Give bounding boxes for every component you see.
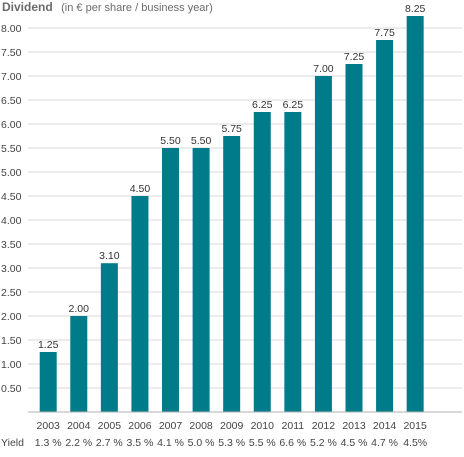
y-tick-label: 3.00 (1, 263, 22, 275)
x-tick-label: 2013 (342, 420, 366, 432)
yield-value: 1.3 % (35, 437, 62, 449)
y-tick-label: 6.50 (1, 95, 22, 107)
value-labels: 1.25 2.00 3.10 4.50 5.50 5.50 5.75 6.25 6.25 7.00… (38, 3, 426, 351)
yield-value: 3.5 % (127, 437, 154, 449)
bar-value-label: 1.25 (38, 339, 59, 351)
x-tick-label: 2011 (282, 420, 305, 432)
yield-value: 4.5 % (341, 437, 368, 449)
yield-value: 4.7 % (371, 437, 398, 449)
bar-value-label: 7.25 (344, 51, 365, 63)
bar-value-label: 5.50 (191, 135, 212, 147)
y-tick-label: 4.50 (1, 191, 22, 203)
bar (39, 352, 57, 412)
yield-value: 6.6 % (279, 437, 306, 449)
bar-value-label: 5.50 (160, 135, 181, 147)
chart-title: Dividend (in € per share / business year… (2, 0, 213, 15)
x-tick-label: 2009 (220, 420, 244, 432)
yield-value: 5.5 % (249, 437, 276, 449)
bar (253, 112, 271, 412)
bar (100, 263, 118, 412)
yield-value: 4.1 % (157, 437, 184, 449)
y-tick-label: 1.00 (1, 359, 22, 371)
bar-value-label: 7.75 (374, 27, 395, 39)
bar (406, 16, 424, 412)
x-tick-label: 2004 (67, 420, 91, 432)
chart-subtitle: (in € per share / business year) (61, 2, 213, 14)
x-tick-label: 2005 (98, 420, 122, 432)
x-tick-label: 2010 (251, 420, 275, 432)
yield-row-label: Yield (1, 437, 24, 449)
bar (376, 40, 394, 412)
y-tick-label: 5.50 (1, 143, 22, 155)
y-tick-label: 4.00 (1, 215, 22, 227)
bar (131, 196, 149, 412)
y-tick-label: 2.50 (1, 287, 22, 299)
yield-value: 4.5% (403, 437, 427, 449)
x-tick-label: 2014 (373, 420, 397, 432)
yield-value: 2.7 % (96, 437, 123, 449)
bar-value-label: 2.00 (69, 303, 90, 315)
y-axis-ticks: 0.50 1.00 1.50 2.00 2.50 3.00 3.50 4.00 4.50 5.00… (1, 23, 22, 395)
bar (162, 148, 180, 412)
y-tick-label: 7.00 (1, 71, 22, 83)
bar (314, 76, 332, 412)
chart-title-main: Dividend (2, 0, 53, 14)
bar (223, 136, 241, 412)
bar-value-label: 3.10 (99, 250, 120, 262)
bar-value-label: 8.25 (405, 3, 426, 15)
yield-value: 5.0 % (188, 437, 215, 449)
y-tick-label: 6.00 (1, 119, 22, 131)
bar (284, 112, 302, 412)
bar-value-label: 6.25 (252, 99, 273, 111)
bars (39, 16, 424, 412)
x-tick-label: 2006 (128, 420, 152, 432)
yield-values: 1.3 % 2.2 % 2.7 % 3.5 % 4.1 % 5.0 % 5.3 % 5.5 %… (35, 437, 427, 449)
yield-value: 2.2 % (65, 437, 92, 449)
y-tick-label: 5.00 (1, 167, 22, 179)
y-tick-label: 3.50 (1, 239, 22, 251)
bar (345, 64, 363, 412)
yield-value: 5.3 % (218, 437, 245, 449)
x-tick-label: 2015 (403, 420, 427, 432)
y-tick-label: 7.50 (1, 47, 22, 59)
x-tick-label: 2003 (37, 420, 61, 432)
y-tick-label: 8.00 (1, 23, 22, 35)
bar-value-label: 7.00 (313, 63, 334, 75)
y-tick-label: 2.00 (1, 311, 22, 323)
bar (70, 316, 88, 412)
bar-value-label: 4.50 (130, 183, 151, 195)
x-tick-label: 2012 (312, 420, 336, 432)
y-tick-label: 1.50 (1, 335, 22, 347)
x-tick-label: 2008 (189, 420, 213, 432)
x-axis-ticks: 2003 2004 2005 2006 2007 2008 2009 2010 2011 2012… (37, 420, 427, 432)
x-tick-label: 2007 (159, 420, 183, 432)
bar-value-label: 5.75 (221, 123, 242, 135)
bar (192, 148, 210, 412)
yield-value: 5.2 % (310, 437, 337, 449)
bar-value-label: 6.25 (283, 99, 304, 111)
y-tick-label: 0.50 (1, 383, 22, 395)
gridlines (28, 27, 462, 389)
